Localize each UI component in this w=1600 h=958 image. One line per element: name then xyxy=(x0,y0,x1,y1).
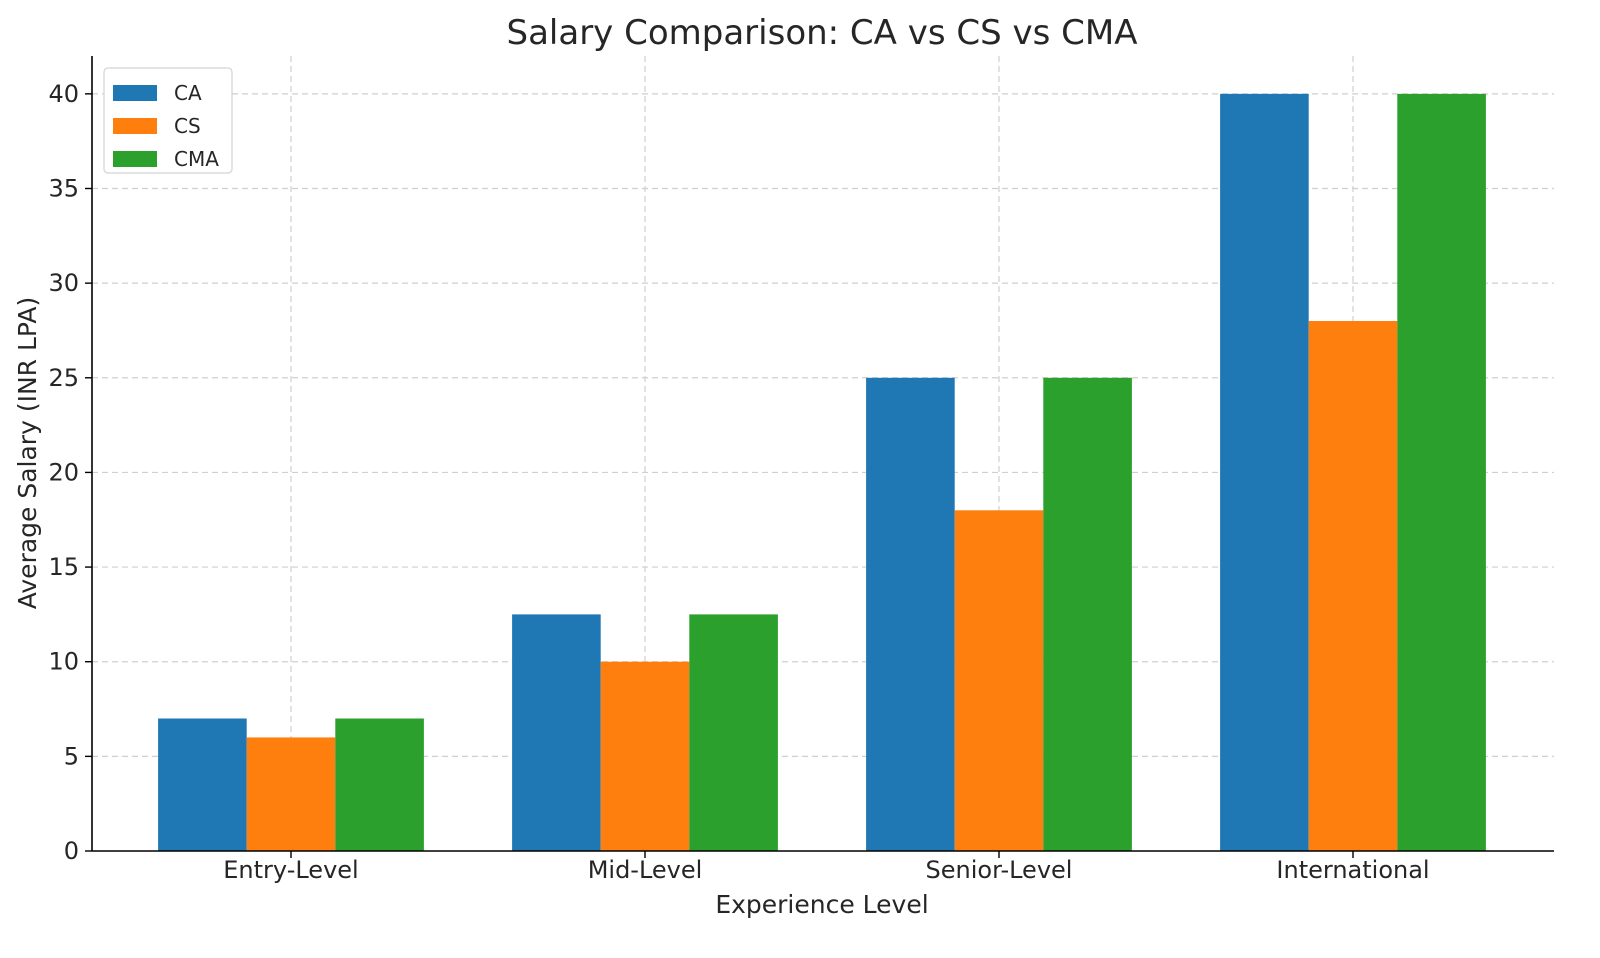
x-tick-label: Mid-Level xyxy=(588,856,703,884)
bars xyxy=(158,93,1486,852)
y-tick-label: 25 xyxy=(48,364,79,392)
bar-cs-entry-level xyxy=(246,737,336,851)
bar-cma-mid-level xyxy=(689,614,778,851)
y-tick-label: 40 xyxy=(48,80,79,108)
bar-ca-entry-level xyxy=(158,718,247,851)
bar-ca-senior-level xyxy=(866,377,955,851)
y-tick-label: 10 xyxy=(48,648,79,676)
bar-cs-mid-level xyxy=(600,661,690,851)
x-tick-label: Senior-Level xyxy=(926,856,1073,884)
grid xyxy=(92,56,1554,851)
bar-cma-international xyxy=(1397,93,1486,852)
y-tick-label: 5 xyxy=(64,742,79,770)
legend-swatch-ca xyxy=(113,85,157,101)
bar-ca-international xyxy=(1220,93,1309,852)
bar-cma-senior-level xyxy=(1043,377,1132,851)
y-tick-label: 20 xyxy=(48,458,79,486)
y-axis-title: Average Salary (INR LPA) xyxy=(13,297,42,610)
bar-cma-entry-level xyxy=(335,718,424,851)
bar-cs-senior-level xyxy=(954,510,1044,851)
x-tick-label: International xyxy=(1276,856,1429,884)
y-tick-label: 0 xyxy=(64,837,79,865)
legend-label-ca: CA xyxy=(174,81,202,105)
x-tick-label: Entry-Level xyxy=(223,856,358,884)
legend-swatch-cma xyxy=(113,151,157,167)
tick-labels: 0 5 10 15 20 25 30 35 40 Entry-Level Mid-Level Seni… xyxy=(48,80,1429,884)
y-tick-label: 30 xyxy=(48,269,79,297)
x-axis-title: Experience Level xyxy=(715,890,928,919)
bar-ca-mid-level xyxy=(512,614,601,851)
legend: CA CS CMA xyxy=(103,67,233,174)
bar-cs-international xyxy=(1308,321,1398,851)
y-tick-label: 35 xyxy=(48,175,79,203)
legend-swatch-cs xyxy=(113,118,157,134)
legend-label-cs: CS xyxy=(174,114,201,138)
y-tick-label: 15 xyxy=(48,553,79,581)
legend-label-cma: CMA xyxy=(174,147,219,171)
chart-title: Salary Comparison: CA vs CS vs CMA xyxy=(507,13,1138,53)
